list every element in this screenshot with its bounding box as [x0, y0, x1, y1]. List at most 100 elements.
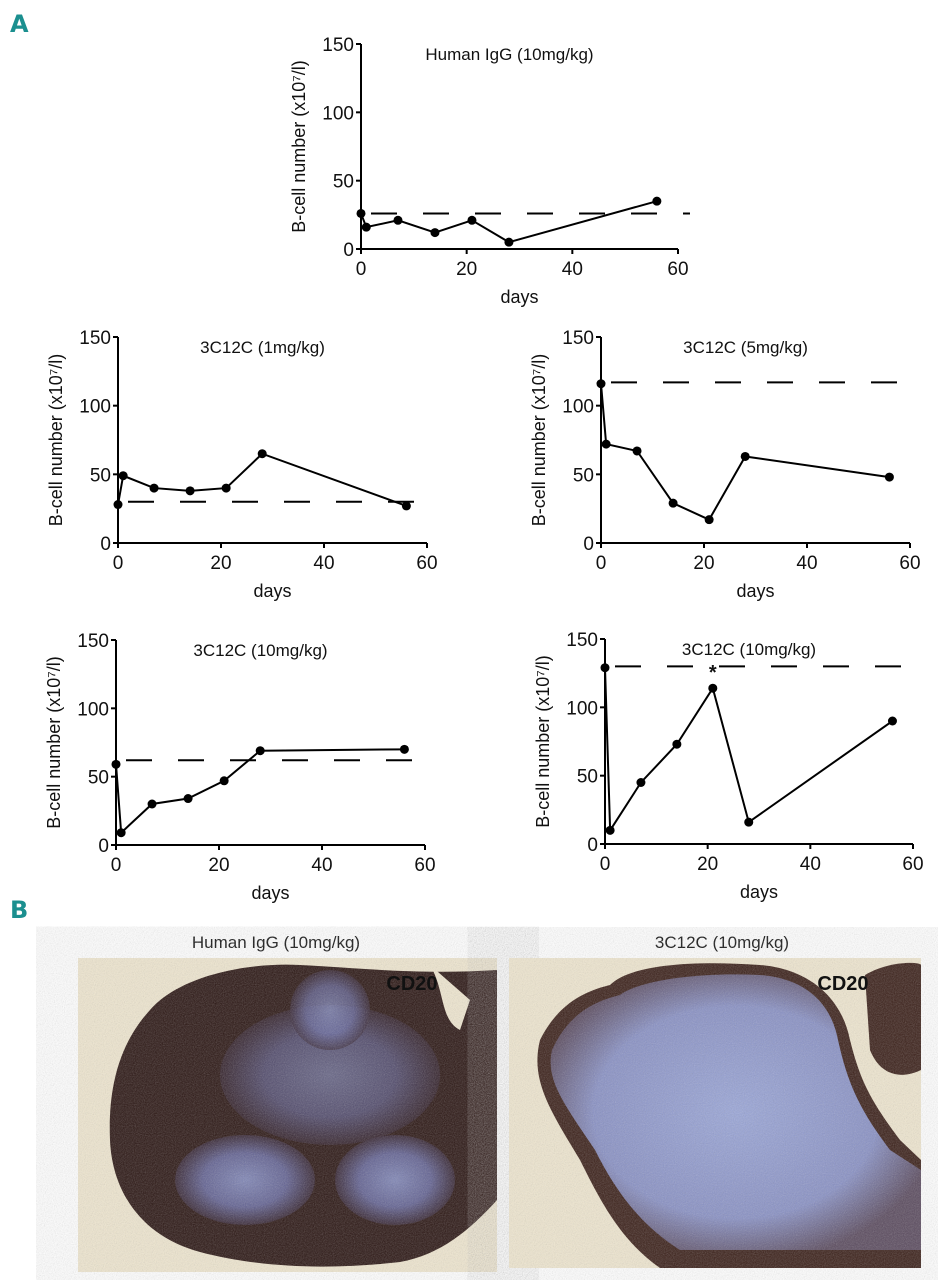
- chart-4: 0 50 100 150 0 20 40 60 days B-cell number (x10⁷/…: [44, 631, 437, 903]
- chart-3: 0 50 100 150 0 20 40 60 days B-cell number (x10⁷/…: [529, 328, 922, 601]
- y-tick-label: 100: [562, 397, 594, 418]
- y-tick-label: 0: [100, 534, 111, 555]
- y-tick-label: 100: [79, 397, 111, 418]
- data-point: [111, 759, 121, 769]
- x-tick-label: 60: [899, 553, 920, 574]
- data-point: [221, 483, 231, 493]
- data-point: [704, 515, 714, 525]
- data-point: [672, 739, 682, 749]
- data-point: [118, 471, 128, 481]
- y-axis-label: B-cell number (x10⁷/l): [529, 354, 549, 527]
- y-axis-label: B-cell number (x10⁷/l): [44, 656, 64, 829]
- series-line: [360, 200, 658, 244]
- data-point: [116, 828, 126, 838]
- stain-label-right: CD20: [817, 973, 868, 995]
- x-tick-label: 0: [356, 259, 367, 280]
- data-point: [601, 439, 611, 449]
- x-tick-label: 60: [902, 854, 923, 875]
- chart-title: 3C12C (5mg/kg): [683, 338, 808, 357]
- panel-label-a: A: [10, 10, 29, 38]
- y-tick-label: 0: [583, 534, 594, 555]
- panel-label-b: B: [10, 896, 28, 924]
- data-point: [149, 483, 159, 493]
- data-point: [356, 208, 366, 218]
- chart-2: 0 50 100 150 0 20 40 60 days B-cell number (x10⁷/…: [46, 328, 439, 601]
- y-tick-label: 150: [79, 328, 111, 349]
- y-tick-label: 50: [88, 768, 109, 789]
- data-point: [219, 776, 229, 786]
- data-point: [652, 196, 662, 206]
- data-point: [255, 746, 265, 756]
- y-axis-label: B-cell number (x10⁷/l): [289, 60, 309, 233]
- data-point: [636, 778, 646, 787]
- data-point: [393, 215, 403, 225]
- x-tick-label: 60: [667, 259, 688, 280]
- micrograph-title-left: Human IgG (10mg/kg): [192, 933, 360, 952]
- data-point: [183, 794, 193, 804]
- charts-group: 0 50 100 150 0 20 40 60 days B-cell number (x10⁷/…: [44, 35, 925, 903]
- y-tick-label: 100: [566, 698, 598, 719]
- data-point: [740, 451, 750, 461]
- y-tick-label: 150: [566, 630, 598, 651]
- series-line: [604, 667, 894, 834]
- data-point: [185, 486, 195, 496]
- data-point: [884, 472, 894, 482]
- y-tick-label: 0: [587, 835, 598, 856]
- y-axis-label: B-cell number (x10⁷/l): [46, 354, 66, 527]
- chart-1: 0 50 100 150 0 20 40 60 days B-cell number (x10⁷/…: [289, 35, 690, 307]
- x-tick-label: 0: [111, 855, 122, 876]
- chart-title: 3C12C (10mg/kg): [682, 640, 816, 659]
- data-point: [668, 498, 678, 508]
- x-tick-label: 20: [208, 855, 229, 876]
- series-line: [115, 748, 405, 835]
- data-point: [887, 716, 897, 726]
- x-tick-label: 40: [311, 855, 332, 876]
- x-tick-label: 40: [800, 854, 821, 875]
- x-tick-label: 20: [456, 259, 477, 280]
- y-tick-label: 150: [562, 328, 594, 349]
- x-axis-label: days: [740, 882, 778, 902]
- chart-title: Human IgG (10mg/kg): [425, 45, 593, 64]
- x-tick-label: 20: [210, 553, 231, 574]
- y-tick-label: 50: [573, 465, 594, 486]
- y-tick-label: 50: [333, 172, 354, 193]
- x-tick-label: 60: [416, 553, 437, 574]
- micrograph-left: CD20: [78, 958, 498, 1272]
- stain-label-left: CD20: [386, 973, 437, 995]
- series-line: [117, 452, 407, 507]
- x-tick-label: 20: [693, 553, 714, 574]
- micrograph-title-right: 3C12C (10mg/kg): [655, 933, 789, 952]
- chart-5: 0 50 100 150 0 20 40 60 days B-cell number (x10⁷/…: [533, 630, 925, 902]
- x-tick-label: 0: [600, 854, 611, 875]
- data-point: [744, 817, 754, 827]
- data-point: [708, 683, 718, 693]
- data-point: [430, 228, 440, 238]
- y-tick-label: 100: [77, 699, 109, 720]
- x-tick-label: 40: [796, 553, 817, 574]
- data-point: [467, 215, 477, 225]
- series-line: [600, 383, 890, 521]
- x-tick-label: 60: [414, 855, 435, 876]
- chart-title: 3C12C (1mg/kg): [200, 338, 325, 357]
- data-point: [147, 799, 157, 809]
- x-tick-label: 0: [596, 553, 607, 574]
- x-tick-label: 20: [697, 854, 718, 875]
- x-axis-label: days: [500, 287, 538, 307]
- x-tick-label: 40: [562, 259, 583, 280]
- x-tick-label: 0: [113, 553, 124, 574]
- data-point: [401, 501, 411, 511]
- y-axis-label: B-cell number (x10⁷/l): [533, 655, 553, 828]
- y-tick-label: 50: [90, 465, 111, 486]
- data-point: [600, 663, 610, 673]
- x-axis-label: days: [253, 581, 291, 601]
- data-point: [605, 825, 615, 835]
- micrograph-right: CD20: [509, 958, 921, 1268]
- data-point: [504, 237, 514, 247]
- y-tick-label: 0: [343, 240, 354, 261]
- significance-marker: *: [709, 662, 717, 684]
- y-tick-label: 150: [322, 35, 354, 56]
- data-point: [113, 500, 123, 510]
- y-tick-label: 100: [322, 103, 354, 124]
- y-tick-label: 50: [577, 767, 598, 788]
